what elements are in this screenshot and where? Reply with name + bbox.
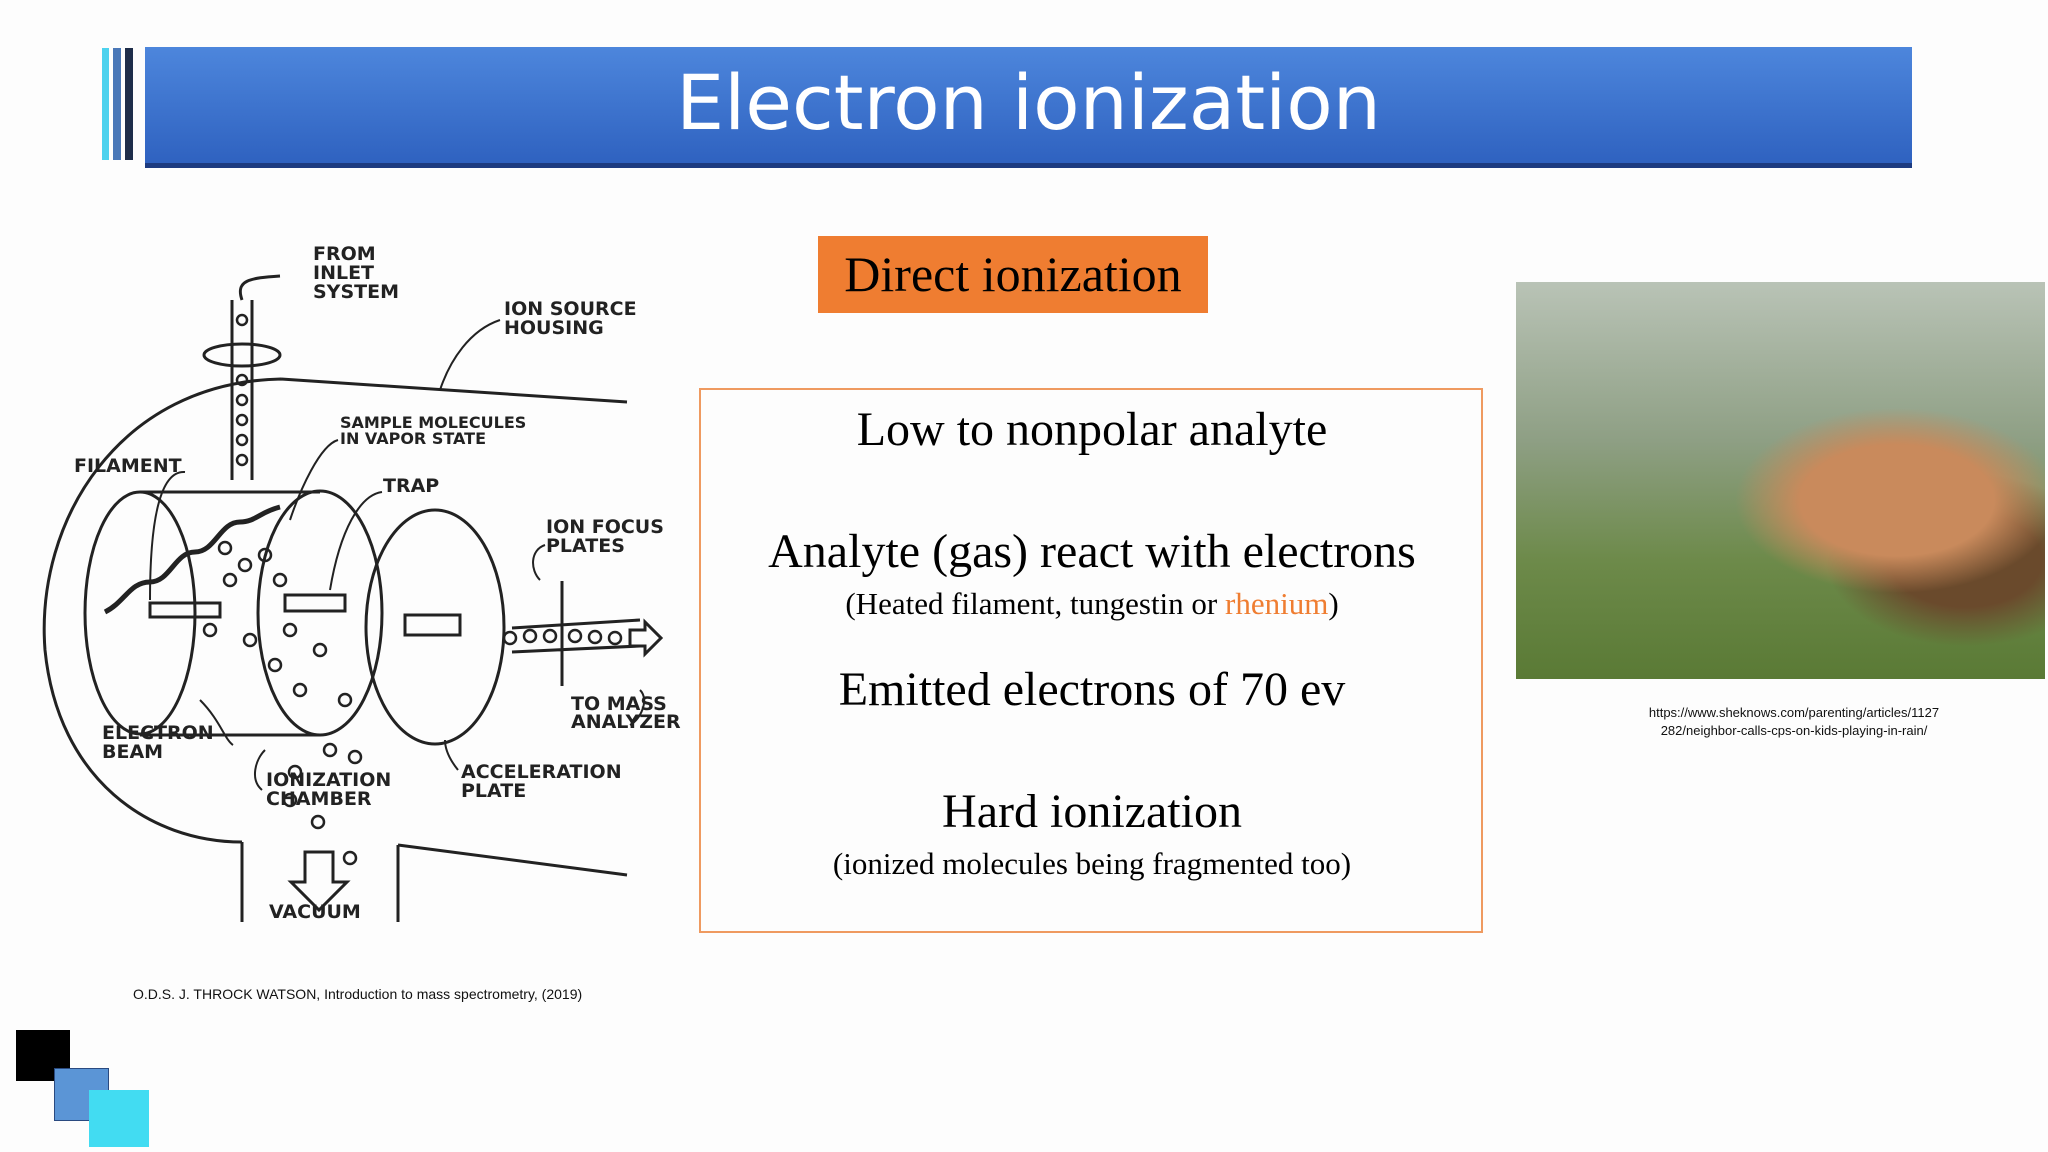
housing <box>42 377 628 877</box>
diagram-label: ANALYZER <box>571 711 681 733</box>
inlet-disk <box>202 342 282 368</box>
diagram-label: TO MASS <box>571 693 667 715</box>
diagram-label: ELECTRON <box>102 722 214 744</box>
diagram-label: CHAMBER <box>266 788 372 810</box>
point: Emitted electrons of 70 ev <box>838 663 1346 716</box>
filament <box>103 504 281 615</box>
point-note: (Heated filament, tungestin or rhenium) <box>701 586 1483 622</box>
chamber <box>140 490 320 737</box>
vacuum-pipe <box>240 842 400 922</box>
title-bar: Electron ionization <box>145 47 1912 168</box>
diagram-label: ACCELERATION <box>461 761 622 783</box>
trap <box>283 593 347 613</box>
note-text: (Heated filament, tungestin or <box>845 586 1225 621</box>
note-highlight: rhenium <box>1225 586 1329 621</box>
chamber-opening <box>256 489 384 737</box>
photo <box>1516 282 2045 679</box>
diagram-label: BEAM <box>102 741 163 763</box>
diagram-label: ION FOCUS <box>546 516 664 538</box>
point: Analyte (gas) react with electrons <box>768 525 1416 578</box>
source-line: https://www.sheknows.com/parenting/artic… <box>1648 705 1940 720</box>
diagram-label: SYSTEM <box>313 281 399 303</box>
diagram-label: SAMPLE MOLECULES <box>340 413 526 432</box>
diagram <box>42 274 664 922</box>
diagram-label: INLET <box>313 262 374 284</box>
point-note: (ionized molecules being fragmented too) <box>832 846 1352 881</box>
diagram-label: TRAP <box>383 475 439 497</box>
acceleration-plate <box>364 508 506 746</box>
source-line: 282/neighbor-calls-cps-on-kids-playing-i… <box>1660 723 1928 738</box>
content-box: Low to nonpolar analyte Analyte (gas) re… <box>699 388 1483 933</box>
plate-slot <box>403 613 462 637</box>
point: Low to nonpolar analyte <box>856 403 1328 456</box>
chamber-end <box>83 490 197 736</box>
citation: O.D.S. J. THROCK WATSON, Introduction to… <box>133 986 583 1002</box>
molecules <box>202 313 623 866</box>
inlet-tube <box>230 300 254 480</box>
stripe <box>125 48 133 160</box>
diagram-label: IONIZATION <box>266 769 391 791</box>
tag: Direct ionization <box>818 236 1208 313</box>
stripe <box>113 48 121 160</box>
inlet-arrow <box>238 274 281 301</box>
leaders <box>149 319 646 791</box>
diagram-label: HOUSING <box>504 317 604 339</box>
repeller <box>148 601 222 619</box>
diagram-label: VACUUM <box>269 901 361 923</box>
diagram-label: PLATES <box>546 535 625 557</box>
deco-square <box>89 1090 149 1147</box>
stripe <box>102 48 109 160</box>
point: Hard ionization <box>942 785 1242 838</box>
diagram-label: FROM <box>313 243 376 265</box>
diagram-label: ION SOURCE <box>504 298 637 320</box>
note-text: ) <box>1328 586 1339 621</box>
focus-plates <box>511 581 641 686</box>
ion-arrow <box>628 618 664 658</box>
diagram-label: IN VAPOR STATE <box>340 429 486 448</box>
title: Electron ionization <box>676 58 1381 147</box>
photo-source: https://www.sheknows.com/parenting/artic… <box>1560 704 2028 740</box>
diagram-label: PLATE <box>461 780 526 802</box>
diagram-label: FILAMENT <box>74 455 182 477</box>
